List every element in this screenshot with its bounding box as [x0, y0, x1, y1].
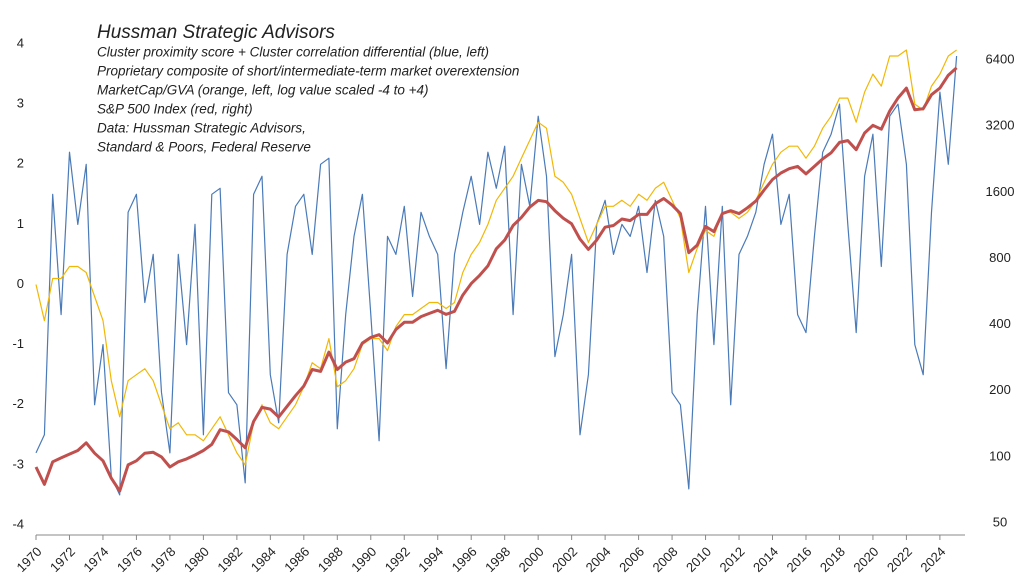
y2-tick-label: 50: [993, 515, 1007, 530]
y2-tick-label: 6400: [986, 51, 1015, 66]
annotation: S&P 500 Index (red, right): [97, 102, 253, 117]
y2-tick-label: 1600: [986, 184, 1015, 199]
y2-tick-label: 3200: [986, 118, 1015, 133]
annotation: MarketCap/GVA (orange, left, log value s…: [97, 83, 429, 98]
y2-tick-label: 100: [989, 448, 1011, 463]
chart-title: Hussman Strategic Advisors: [97, 22, 335, 43]
y-tick-label: 0: [17, 276, 24, 291]
y-tick-label: 1: [17, 216, 24, 231]
y2-tick-label: 800: [989, 250, 1011, 265]
y-tick-label: -2: [12, 396, 24, 411]
y-tick-label: -4: [12, 516, 24, 531]
series-line: [34, 66, 958, 493]
annotation: Cluster proximity score + Cluster correl…: [97, 45, 489, 60]
y-tick-label: 4: [17, 35, 24, 50]
series-line: [35, 55, 958, 496]
series-line: [35, 49, 957, 466]
y-tick-label: 2: [17, 156, 24, 171]
annotation: Data: Hussman Strategic Advisors,: [97, 121, 306, 136]
y2-tick-label: 200: [989, 382, 1011, 397]
plot-area: [34, 49, 958, 496]
y-tick-label: -3: [12, 456, 24, 471]
annotation: Standard & Poors, Federal Reserve: [97, 140, 311, 155]
y2-tick-label: 400: [989, 316, 1011, 331]
y-tick-label: 3: [17, 96, 24, 111]
y-tick-label: -1: [12, 336, 24, 351]
annotation: Proprietary composite of short/intermedi…: [97, 64, 519, 79]
